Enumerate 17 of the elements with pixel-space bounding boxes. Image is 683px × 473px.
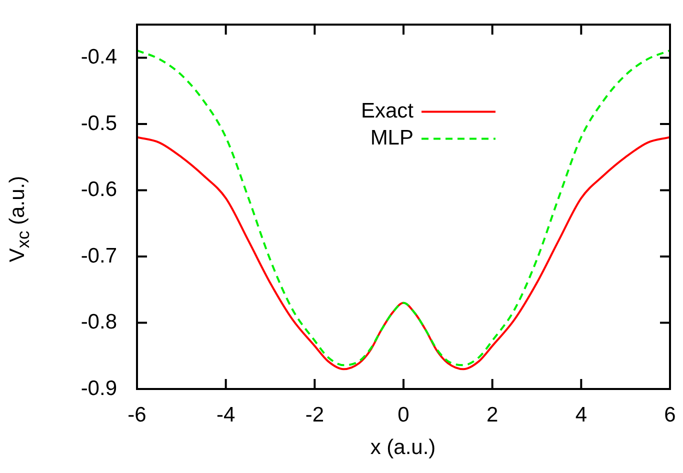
y-tick-label: -0.4: [80, 46, 118, 69]
y-tick-label: -0.9: [80, 376, 117, 400]
y-tick-label: -0.5: [80, 112, 117, 135]
y-tick-label: -0.7: [80, 244, 117, 268]
line-series: [137, 49, 670, 366]
x-tick-label: 6: [664, 403, 676, 426]
x-tick-label: -4: [216, 403, 236, 426]
x-tick-label: 0: [398, 403, 410, 426]
x-tick-label: 4: [575, 403, 588, 426]
legend-label: Exact: [360, 100, 414, 123]
x-axis-title: x (a.u.): [369, 436, 437, 460]
legend-label: MLP: [370, 126, 414, 150]
x-tick-label: 2: [486, 403, 498, 426]
y-tick-label: -0.8: [80, 310, 117, 334]
x-tick-label: -6: [128, 403, 146, 426]
x-tick-label: -2: [305, 403, 324, 426]
y-tick-label: -0.6: [80, 178, 117, 202]
